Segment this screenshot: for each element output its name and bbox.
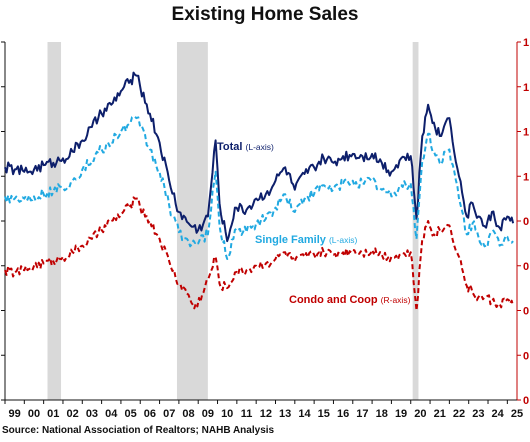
x-tick-label-16: 16 — [337, 408, 349, 420]
recession-bands — [47, 42, 419, 400]
right-tick-label-4: 0 — [523, 216, 529, 228]
label-single_family-axis-note: (L-axis) — [329, 235, 358, 245]
x-tick-label-24: 24 — [492, 408, 505, 420]
label-condo-axis-note: (R-axis) — [381, 295, 411, 305]
label-single_family: Single Family (L-axis) — [255, 234, 357, 246]
x-tick-label-15: 15 — [318, 408, 330, 420]
series-line-total — [4, 71, 515, 243]
series-line-condo — [4, 196, 515, 312]
right-tick-label-1: 1 — [523, 82, 529, 94]
x-tick-label-19: 19 — [395, 408, 407, 420]
right-tick-label-3: 1 — [523, 171, 529, 183]
x-tick-label-20: 20 — [414, 408, 426, 420]
x-tick-label-14: 14 — [298, 408, 311, 420]
x-tick-label-03: 03 — [86, 408, 98, 420]
label-total-name: Total — [217, 141, 246, 153]
right-tick-label-8: 0 — [523, 395, 529, 407]
source-note: Source: National Association of Realtors… — [2, 425, 275, 436]
x-tick-label-22: 22 — [453, 408, 465, 420]
x-tick-label-02: 02 — [66, 408, 78, 420]
label-total-axis-note: (L-axis) — [246, 142, 275, 152]
label-single_family-name: Single Family — [255, 234, 329, 246]
right-tick-label-7: 0 — [523, 350, 529, 362]
x-tick-label-04: 04 — [105, 408, 118, 420]
series-line-single_family — [4, 115, 514, 260]
x-tick-label-11: 11 — [241, 408, 253, 420]
x-tick-label-01: 01 — [47, 408, 59, 420]
series-labels: Total (L-axis)Single Family (L-axis)Cond… — [217, 141, 411, 306]
x-tick-label-00: 00 — [28, 408, 40, 420]
chart-title: Existing Home Sales — [171, 4, 359, 25]
x-tick-label-05: 05 — [124, 408, 136, 420]
x-tick-label-13: 13 — [279, 408, 291, 420]
right-tick-label-5: 0 — [523, 261, 529, 273]
x-tick-label-23: 23 — [472, 408, 484, 420]
label-total: Total (L-axis) — [217, 141, 274, 153]
x-tick-label-18: 18 — [376, 408, 388, 420]
recession-band-0 — [47, 42, 62, 400]
label-condo-name: Condo and Coop — [289, 294, 381, 306]
right-tick-label-0: 1 — [523, 37, 529, 49]
recession-band-1 — [176, 42, 208, 400]
x-tick-label-08: 08 — [182, 408, 194, 420]
x-tick-label-12: 12 — [260, 408, 272, 420]
x-tick-label-10: 10 — [221, 408, 233, 420]
x-tick-label-21: 21 — [434, 408, 446, 420]
x-tick-label-99: 99 — [9, 408, 21, 420]
recession-band-2 — [412, 42, 419, 400]
x-tick-label-06: 06 — [144, 408, 156, 420]
label-condo: Condo and Coop (R-axis) — [289, 294, 411, 306]
series-lines — [4, 71, 515, 312]
x-tick-label-17: 17 — [356, 408, 368, 420]
x-tick-label-09: 09 — [202, 408, 214, 420]
right-tick-label-6: 0 — [523, 306, 529, 318]
x-tick-label-25: 25 — [511, 408, 523, 420]
x-tick-label-07: 07 — [163, 408, 175, 420]
right-tick-label-2: 1 — [523, 127, 529, 139]
